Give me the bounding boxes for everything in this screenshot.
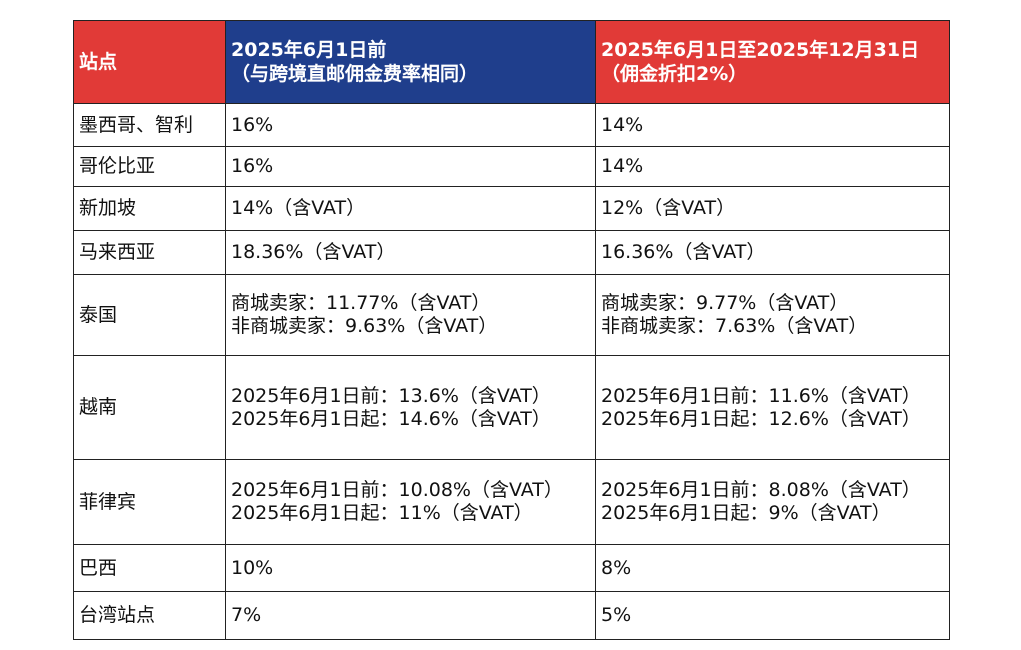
header-site: 站点 [73, 20, 226, 104]
table-row: 马来西亚 18.36%（含VAT） 16.36%（含VAT） [73, 230, 950, 275]
rate-line: 商城卖家：11.77%（含VAT） [231, 292, 491, 314]
commission-rate-table: 站点 2025年6月1日前 （与跨境直邮佣金费率相同） 2025年6月1日至20… [73, 20, 950, 640]
before-rate-cell: 2025年6月1日前：10.08%（含VAT） 2025年6月1日起：11%（含… [225, 459, 596, 545]
before-rate-cell: 16% [225, 103, 596, 147]
rate-line: 2025年6月1日起：12.6%（含VAT） [601, 407, 921, 430]
rate-line: 2025年6月1日前：13.6%（含VAT） [231, 384, 551, 407]
after-rate-cell: 5% [595, 591, 950, 640]
table-row: 台湾站点 7% 5% [73, 591, 950, 640]
after-rate-cell: 16.36%（含VAT） [595, 230, 950, 275]
table-row: 墨西哥、智利 16% 14% [73, 103, 950, 147]
header-before-line1: 2025年6月1日前 [231, 39, 387, 61]
table-row: 新加坡 14%（含VAT） 12%（含VAT） [73, 186, 950, 231]
after-rate-cell: 14% [595, 146, 950, 187]
header-after-line1: 2025年6月1日至2025年12月31日 [601, 39, 920, 61]
site-cell: 菲律宾 [73, 459, 226, 545]
rate-line: 2025年6月1日前：11.6%（含VAT） [601, 384, 921, 407]
rate-line: 2025年6月1日前：10.08%（含VAT） [231, 479, 563, 501]
header-before-line2: （与跨境直邮佣金费率相同） [231, 63, 479, 85]
before-rate-cell: 10% [225, 544, 596, 592]
header-site-label: 站点 [79, 51, 118, 73]
before-rate-cell: 7% [225, 591, 596, 640]
after-rate-cell: 8% [595, 544, 950, 592]
site-cell: 台湾站点 [73, 591, 226, 640]
table-row: 哥伦比亚 16% 14% [73, 146, 950, 187]
table-row: 泰国 商城卖家：11.77%（含VAT） 非商城卖家：9.63%（含VAT） 商… [73, 274, 950, 356]
site-cell: 墨西哥、智利 [73, 103, 226, 147]
before-rate-cell: 2025年6月1日前：13.6%（含VAT） 2025年6月1日起：14.6%（… [225, 355, 596, 460]
header-after-june: 2025年6月1日至2025年12月31日 （佣金折扣2%） [595, 20, 950, 104]
after-rate-cell: 12%（含VAT） [595, 186, 950, 231]
before-rate-cell: 14%（含VAT） [225, 186, 596, 231]
rate-line: 2025年6月1日前：8.08%（含VAT） [601, 479, 921, 501]
after-rate-cell: 2025年6月1日前：11.6%（含VAT） 2025年6月1日起：12.6%（… [595, 355, 950, 460]
before-rate-cell: 商城卖家：11.77%（含VAT） 非商城卖家：9.63%（含VAT） [225, 274, 596, 356]
rate-line: 2025年6月1日起：14.6%（含VAT） [231, 407, 551, 430]
site-cell: 新加坡 [73, 186, 226, 231]
after-rate-cell: 14% [595, 103, 950, 147]
after-rate-cell: 2025年6月1日前：8.08%（含VAT） 2025年6月1日起：9%（含VA… [595, 459, 950, 545]
table-row: 巴西 10% 8% [73, 544, 950, 592]
after-rate-cell: 商城卖家：9.77%（含VAT） 非商城卖家：7.63%（含VAT） [595, 274, 950, 356]
before-rate-cell: 18.36%（含VAT） [225, 230, 596, 275]
site-cell: 巴西 [73, 544, 226, 592]
table-header-row: 站点 2025年6月1日前 （与跨境直邮佣金费率相同） 2025年6月1日至20… [73, 20, 950, 104]
before-rate-cell: 16% [225, 146, 596, 187]
site-cell: 哥伦比亚 [73, 146, 226, 187]
rate-line: 2025年6月1日起：9%（含VAT） [601, 502, 891, 524]
rate-line: 非商城卖家：7.63%（含VAT） [601, 315, 868, 337]
header-after-line2: （佣金折扣2%） [601, 63, 748, 85]
rate-line: 2025年6月1日起：11%（含VAT） [231, 502, 533, 524]
site-cell: 越南 [73, 355, 226, 460]
site-cell: 马来西亚 [73, 230, 226, 275]
site-cell: 泰国 [73, 274, 226, 356]
rate-line: 商城卖家：9.77%（含VAT） [601, 292, 849, 314]
header-before-june: 2025年6月1日前 （与跨境直邮佣金费率相同） [225, 20, 596, 104]
table-row: 越南 2025年6月1日前：13.6%（含VAT） 2025年6月1日起：14.… [73, 355, 950, 460]
table-row: 菲律宾 2025年6月1日前：10.08%（含VAT） 2025年6月1日起：1… [73, 459, 950, 545]
rate-line: 非商城卖家：9.63%（含VAT） [231, 315, 498, 337]
